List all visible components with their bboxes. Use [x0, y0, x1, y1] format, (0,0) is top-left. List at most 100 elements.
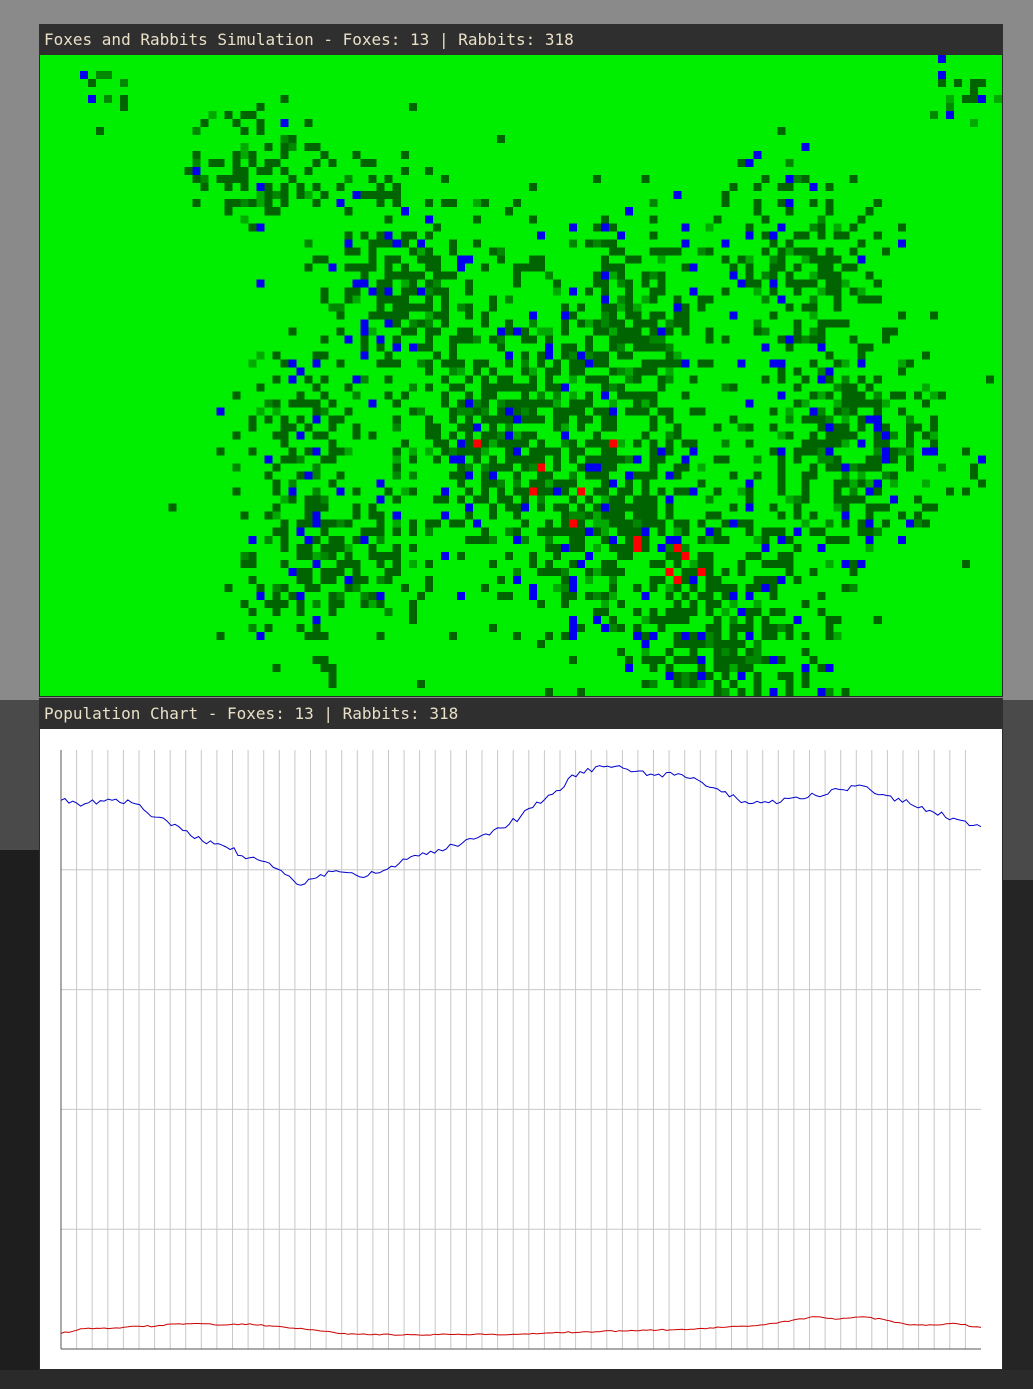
grid-cell [585, 575, 594, 584]
grid-cell [617, 527, 626, 536]
grid-cell [721, 687, 730, 696]
grid-cell [312, 511, 321, 520]
grid-cell [961, 487, 970, 496]
grid-cell [545, 367, 554, 376]
grid-cell [272, 487, 281, 496]
grid-cell [873, 399, 882, 408]
grid-cell [817, 447, 826, 456]
grid-cell [825, 631, 834, 640]
grid-cell [793, 263, 802, 272]
grid-cell [480, 399, 489, 408]
grid-cell [721, 199, 730, 208]
grid-cell [288, 143, 297, 152]
grid-cell [512, 535, 521, 544]
grid-cell [360, 327, 369, 336]
grid-cell [272, 479, 281, 488]
grid-cell [312, 159, 321, 168]
grid-cell [665, 407, 674, 416]
grid-cell [424, 447, 433, 456]
grid-cell [496, 591, 505, 600]
grid-cell [857, 527, 866, 536]
grid-cell [464, 439, 473, 448]
grid-cell [440, 287, 449, 296]
grid-cell [240, 183, 249, 192]
grid-cell [256, 183, 265, 192]
grid-cell [432, 455, 441, 464]
grid-cell [344, 519, 353, 528]
grid-cell [817, 391, 826, 400]
grid-cell [865, 415, 874, 424]
grid-cell [545, 351, 554, 360]
grid-cell [312, 631, 321, 640]
grid-cell [825, 247, 834, 256]
grid-cell [633, 455, 642, 464]
grid-cell [304, 631, 313, 640]
grid-cell [488, 479, 497, 488]
grid-cell [448, 351, 457, 360]
grid-cell [512, 567, 521, 576]
grid-cell [288, 495, 297, 504]
grid-cell [681, 223, 690, 232]
grid-cell [801, 143, 810, 152]
grid-cell [408, 455, 417, 464]
grid-cell [809, 255, 818, 264]
grid-cell [192, 175, 201, 184]
grid-cell [825, 279, 834, 288]
grid-cell [360, 591, 369, 600]
grid-cell [745, 223, 754, 232]
grid-cell [384, 255, 393, 264]
grid-cell [96, 71, 105, 80]
grid-cell [801, 175, 810, 184]
grid-cell [673, 191, 682, 200]
grid-cell [833, 295, 842, 304]
grid-cell [633, 495, 642, 504]
grid-cell [841, 279, 850, 288]
grid-cell [865, 207, 874, 216]
grid-cell [280, 135, 289, 144]
grid-cell [625, 303, 634, 312]
grid-cell [713, 687, 722, 696]
grid-cell [617, 327, 626, 336]
grid-cell [529, 399, 538, 408]
grid-cell [512, 399, 521, 408]
grid-cell [649, 519, 658, 528]
grid-cell [649, 455, 658, 464]
grid-cell [857, 559, 866, 568]
grid-cell [665, 319, 674, 328]
grid-cell [400, 151, 409, 160]
grid-cell [601, 567, 610, 576]
grid-cell [753, 535, 762, 544]
grid-cell [969, 79, 978, 88]
grid-cell [440, 319, 449, 328]
grid-cell [865, 527, 874, 536]
grid-cell [232, 175, 241, 184]
grid-cell [512, 575, 521, 584]
grid-cell [521, 351, 530, 360]
grid-cell [809, 279, 818, 288]
grid-cell [248, 415, 257, 424]
grid-cell [865, 383, 874, 392]
grid-cell [488, 383, 497, 392]
grid-cell [721, 535, 730, 544]
grid-cell [416, 287, 425, 296]
grid-cell [545, 327, 554, 336]
grid-cell [312, 471, 321, 480]
grid-cell [977, 479, 986, 488]
grid-cell [585, 391, 594, 400]
grid-cell [88, 95, 97, 104]
grid-cell [857, 351, 866, 360]
grid-cell [777, 359, 786, 368]
grid-cell [849, 583, 858, 592]
grid-cell [657, 287, 666, 296]
grid-cell [537, 439, 546, 448]
grid-cell [609, 303, 618, 312]
grid-cell [769, 423, 778, 432]
grid-cell [569, 615, 578, 624]
grid-cell [897, 391, 906, 400]
grid-cell [697, 631, 706, 640]
grid-cell [577, 559, 586, 568]
grid-cell [785, 407, 794, 416]
grid-cell [424, 519, 433, 528]
grid-cell [416, 343, 425, 352]
grid-cell [504, 551, 513, 560]
